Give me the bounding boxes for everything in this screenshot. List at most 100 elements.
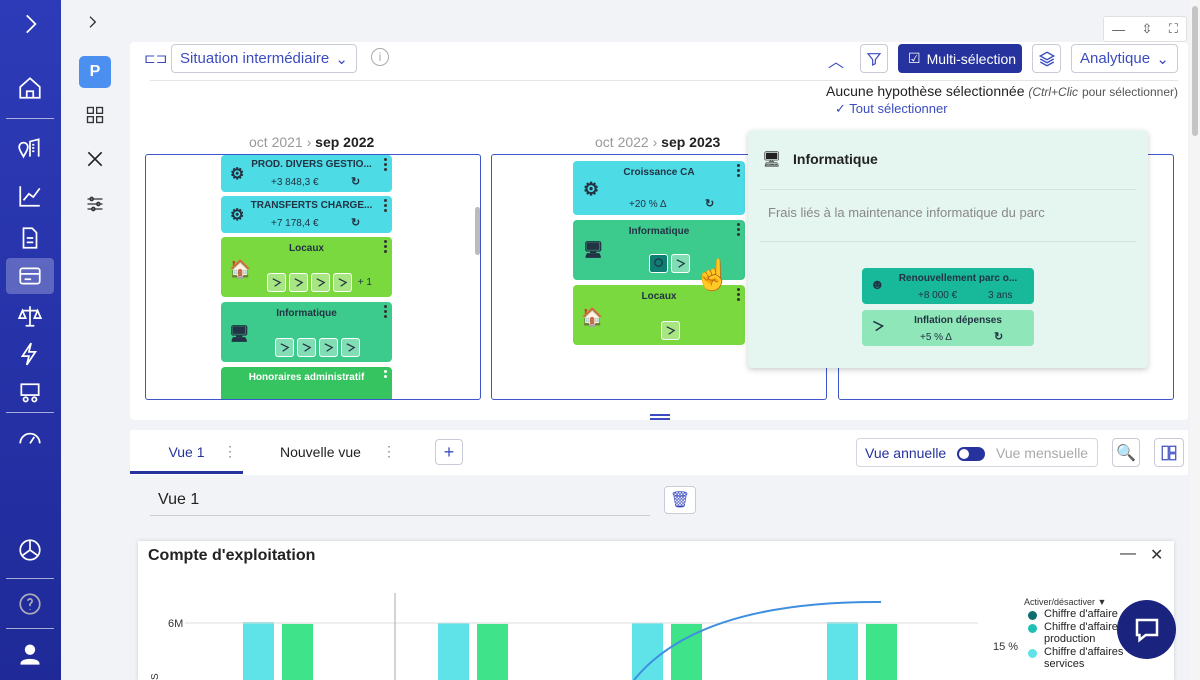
card-informatique-2[interactable]: Informatique 🖥 (573, 220, 745, 280)
layers-button[interactable] (1032, 44, 1061, 73)
gauge-icon[interactable] (14, 422, 46, 454)
more-icon[interactable] (384, 158, 388, 173)
view-name-field[interactable]: Vue 1 (150, 486, 650, 516)
add-view-button[interactable]: + (435, 439, 463, 465)
tab-nouvelle-vue[interactable]: Nouvelle vue (280, 444, 361, 460)
hypothesis-renouvellement[interactable]: ☻ Renouvellement parc o... +8 000 € 3 an… (862, 268, 1034, 304)
chat-button[interactable] (1117, 600, 1176, 659)
legend-item[interactable]: Chiffre d'affaires services (1026, 646, 1136, 670)
more-icon[interactable] (737, 223, 741, 238)
tab-menu-icon[interactable]: ⋮ (223, 443, 237, 459)
hierarchy-icon[interactable] (289, 273, 308, 292)
hierarchy-icon[interactable] (671, 254, 690, 273)
card-title: Informatique (628, 226, 690, 237)
head-icon[interactable] (649, 254, 668, 273)
hierarchy-icon[interactable] (275, 338, 294, 357)
tab-vue-1[interactable]: Vue 1 (130, 430, 243, 474)
legend-item[interactable]: Chiffre d'affaire production (1026, 621, 1136, 645)
chart-bar[interactable] (477, 623, 508, 680)
card-honoraires[interactable]: Honoraires administratif (221, 367, 392, 399)
card-locaux-2[interactable]: Locaux 🏠 (573, 285, 745, 345)
info-icon[interactable]: i (371, 48, 389, 66)
select-all-link[interactable]: ✓ Tout sélectionner (835, 101, 948, 116)
tool-chevron-icon[interactable] (84, 14, 100, 30)
chart-bar[interactable] (282, 623, 313, 680)
card-icon[interactable] (6, 258, 54, 294)
hierarchy-icon[interactable] (661, 321, 680, 340)
fullscreen-icon[interactable]: ⛶ (1168, 21, 1178, 36)
document-icon[interactable] (14, 222, 46, 254)
tab-menu-icon[interactable]: ⋮ (382, 443, 396, 459)
split-icon[interactable]: ⇳ (1141, 21, 1153, 36)
hierarchy-icon[interactable] (319, 338, 338, 357)
sub-icons (661, 321, 683, 340)
map-building-icon[interactable] (14, 132, 46, 164)
project-badge[interactable]: P (79, 56, 111, 88)
user-icon[interactable] (14, 638, 46, 670)
hierarchy-icon[interactable] (297, 338, 316, 357)
grid-icon[interactable] (85, 105, 105, 130)
delete-view-button[interactable]: 🗑 (664, 486, 696, 514)
more-icon[interactable] (737, 164, 741, 179)
hierarchy-icon[interactable] (341, 338, 360, 357)
chart-bar[interactable] (243, 622, 274, 680)
close-icon[interactable]: ✕ (1150, 547, 1164, 564)
card-croissance[interactable]: Croissance CA ⚙ +20 % Δ ↻ (573, 161, 745, 215)
resize-handle[interactable] (650, 414, 670, 420)
sub-icons (275, 338, 363, 357)
collapse-icon[interactable]: ︿ (828, 54, 845, 71)
pie-chart-icon[interactable] (14, 534, 46, 566)
people-board-icon[interactable] (14, 378, 46, 410)
informatique-tooltip: 🖥 Informatique Frais liés à la maintenan… (748, 130, 1148, 368)
card-locaux[interactable]: Locaux 🏠 + 1 (221, 237, 392, 297)
toggle-switch[interactable] (957, 447, 985, 461)
situation-dropdown[interactable]: Situation intermédiaire ⌄ (171, 44, 357, 73)
home-icon[interactable] (14, 72, 46, 104)
more-icon[interactable] (737, 288, 741, 303)
minimize-icon[interactable]: — (1112, 21, 1126, 37)
card-transferts[interactable]: ⚙ TRANSFERTS CHARGE... +7 178,4 € ↻ (221, 196, 392, 233)
trend-line (633, 600, 882, 680)
more-icon[interactable] (384, 199, 388, 214)
head-icon: ☻ (870, 276, 885, 292)
hypothesis-inflation[interactable]: Inflation dépenses +5 % Δ ↻ (862, 310, 1034, 346)
more-icon[interactable] (384, 305, 388, 320)
compare-icon[interactable]: ⊏⊐ (144, 50, 168, 66)
hierarchy-icon[interactable] (311, 273, 330, 292)
chart-bar[interactable] (827, 622, 858, 680)
tab-label: Nouvelle vue (280, 444, 361, 460)
more-icon[interactable] (384, 240, 388, 255)
chart-bar[interactable] (438, 622, 469, 680)
chart-bar[interactable] (866, 623, 897, 680)
analytique-dropdown[interactable]: Analytique ⌄ (1071, 44, 1178, 73)
more-icon[interactable] (384, 370, 388, 380)
layout-button[interactable] (1154, 438, 1184, 467)
tools-icon[interactable] (85, 149, 105, 174)
ctrl-hint: (Ctrl+Clic (1028, 85, 1079, 99)
filter-button[interactable] (860, 44, 888, 73)
card-title: Locaux (288, 243, 324, 254)
chevron-down-icon: ⌄ (1156, 50, 1169, 68)
sliders-icon[interactable] (85, 194, 105, 219)
help-icon[interactable] (14, 588, 46, 620)
view-mode-toggle[interactable]: Vue annuelle Vue mensuelle (856, 438, 1098, 467)
card-informatique[interactable]: Informatique 🖥 (221, 302, 392, 362)
hierarchy-icon[interactable] (333, 273, 352, 292)
legend-item[interactable]: Chiffre d'affaire (1026, 608, 1136, 620)
column-scrollbar[interactable] (475, 207, 480, 255)
card-prod-divers[interactable]: ⚙ PROD. DIVERS GESTIO... +3 848,3 € ↻ (221, 155, 392, 192)
lightning-icon[interactable] (14, 338, 46, 370)
zoom-button[interactable]: 🔍 (1112, 438, 1140, 467)
chart-bar[interactable] (632, 622, 663, 680)
chart-line-icon[interactable] (14, 180, 46, 212)
page-scrollbar[interactable] (1190, 0, 1200, 680)
checklist-icon: ☑ (908, 50, 921, 66)
hierarchy-icon[interactable] (267, 273, 286, 292)
scale-icon[interactable] (14, 300, 46, 332)
none-selected-text: Aucune hypothèse sélectionnée (826, 83, 1025, 99)
refresh-icon: ↻ (705, 198, 715, 210)
multi-selection-button[interactable]: ☑ Multi-sélection (898, 44, 1022, 73)
minimize-icon[interactable]: — (1120, 545, 1136, 562)
card-title: PROD. DIVERS GESTIO... (251, 159, 372, 170)
chevron-right-icon[interactable] (14, 8, 46, 40)
